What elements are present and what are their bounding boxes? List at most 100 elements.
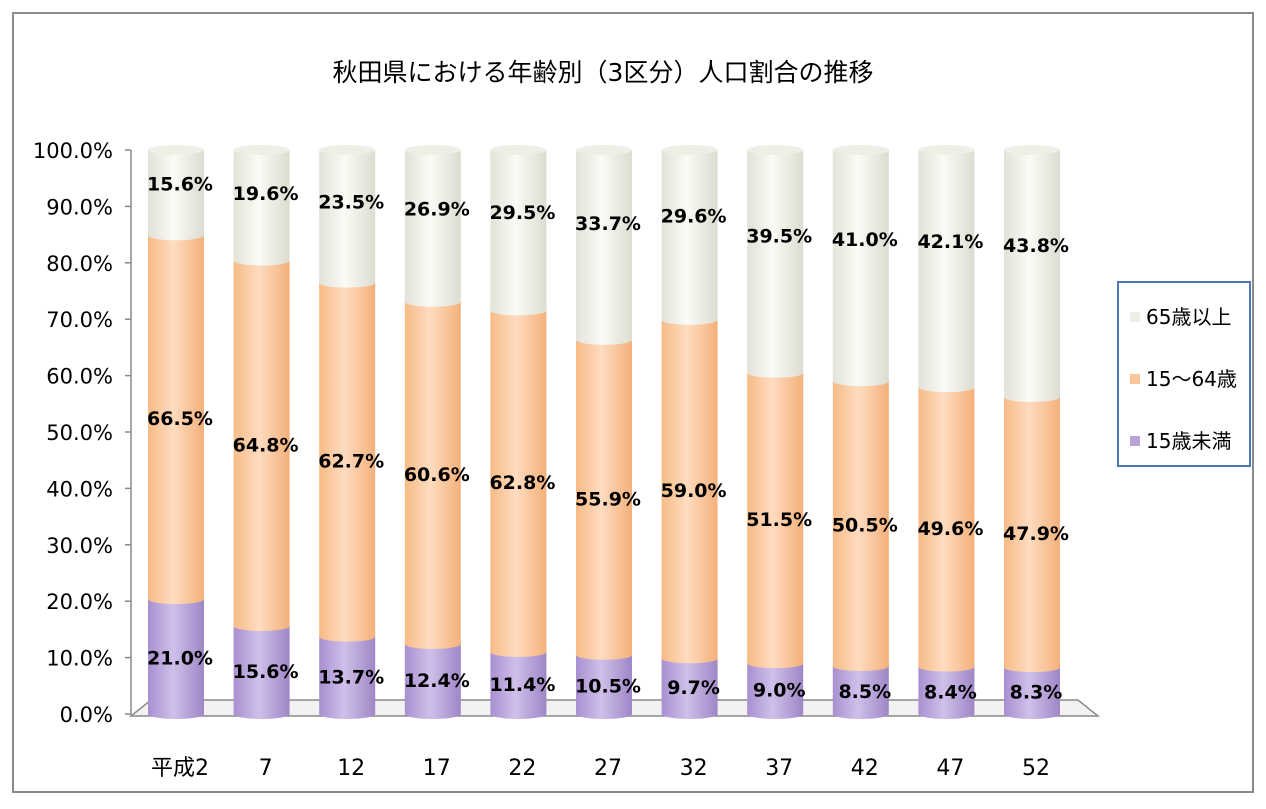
bar-segment [233,260,290,627]
data-label: 49.6% [917,518,983,540]
bar-segment [319,636,376,714]
data-label: 50.5% [832,515,898,537]
bar-segment-base [233,709,290,719]
legend: 65歳以上 15～64歳 15歳未満 [1117,281,1251,467]
data-label: 8.3% [1010,682,1063,704]
bar-stack [661,145,718,719]
bar-segment-cap [490,145,547,155]
bar-segment-cap [148,145,204,155]
data-label: 41.0% [832,229,898,251]
bar-segment [747,663,804,714]
bar-segment-base [490,305,547,316]
bar-segment-base [319,709,376,719]
bar-segment [404,301,461,644]
bar-segment-base [1004,709,1060,719]
bar-segment [661,150,718,320]
x-tick-label: 42 [851,756,879,781]
data-label: 64.8% [233,434,299,456]
bar-segment-base [148,594,204,605]
bar-segment [747,372,804,664]
bar-segment-base [233,621,290,632]
bar-segment [404,150,461,302]
bar-segment-base [404,296,461,307]
bar-stack [1004,145,1060,719]
y-axis: 0.0% 10.0% 20.0% 30.0% 40.0% 50.0% 60.0% 70.0% 8… [33,139,132,727]
data-label: 11.4% [489,674,555,696]
data-label: 66.5% [147,408,213,430]
bar-segment [661,319,718,659]
bar-segment [918,150,975,388]
bar-segment-base [747,658,804,669]
y-tick-label: 60.0% [46,365,113,389]
bar-segment-base [832,376,889,387]
y-tick-label: 20.0% [46,590,113,614]
x-tick-label: 22 [508,756,536,781]
bar-segment [1004,397,1060,668]
data-label: 26.9% [404,199,470,221]
bar-segment [148,235,204,600]
data-label: 23.5% [318,191,384,213]
bar-segment-base [1004,662,1060,673]
data-label: 15.6% [147,173,213,195]
legend-swatch [1130,374,1140,384]
bar-segment-base [661,709,718,719]
data-label: 39.5% [746,226,812,248]
y-tick-label: 10.0% [46,647,113,671]
y-tick-label: 0.0% [60,703,113,727]
bar-segment-base [918,709,975,719]
y-tick-label: 100.0% [33,139,113,163]
bar-segment [832,666,889,714]
data-label: 47.9% [1003,523,1069,545]
bar-segment [832,150,889,382]
bar-stack [319,145,376,719]
data-label: 29.5% [489,202,555,224]
data-label: 8.5% [838,681,891,703]
bar-segment-cap [404,145,461,155]
data-label: 59.0% [661,480,727,502]
data-label: 55.9% [575,488,641,510]
bar-segment [233,150,290,261]
bar-segment-base [233,255,290,266]
data-label: 13.7% [318,666,384,688]
bar-segment-cap [319,145,376,155]
bar-segment-base [319,277,376,288]
bar-segment-base [747,709,804,719]
bar-stack [918,145,975,719]
bar-stack [233,145,290,719]
bar-segment-base [576,709,632,719]
bar-segment-cap [233,145,290,155]
bar-segment-cap [1004,145,1060,155]
x-tick-label: 27 [594,756,622,781]
x-tick-label: 32 [680,756,708,781]
data-label: 10.5% [575,675,641,697]
bar-segment-cap [576,145,632,155]
bar-segment [918,387,975,667]
y-tick-label: 70.0% [46,308,113,332]
x-tick-label: 17 [423,756,451,781]
bar-stack [490,145,547,719]
bar-segment-cap [918,145,975,155]
y-tick-label: 30.0% [46,534,113,558]
data-label: 51.5% [746,509,812,531]
bar-segment [832,381,889,667]
bar-segment-base [918,382,975,393]
bar-segment-base [832,709,889,719]
legend-swatch [1130,436,1140,446]
legend-swatch [1130,312,1140,322]
bar-segment [1004,667,1060,714]
bar-stack [747,145,804,719]
x-tick-label: 37 [765,756,793,781]
bar-segment-cap [661,145,718,155]
bars [148,145,1060,719]
bar-segment-base [832,661,889,672]
bar-segment-base [148,709,204,719]
legend-label: 65歳以上 [1146,305,1231,329]
x-tick-label: 12 [337,756,365,781]
x-tick-label: 47 [936,756,964,781]
data-label: 29.6% [661,206,727,228]
data-label: 15.6% [233,661,299,683]
bar-segment [490,150,547,311]
data-label: 19.6% [233,183,299,205]
